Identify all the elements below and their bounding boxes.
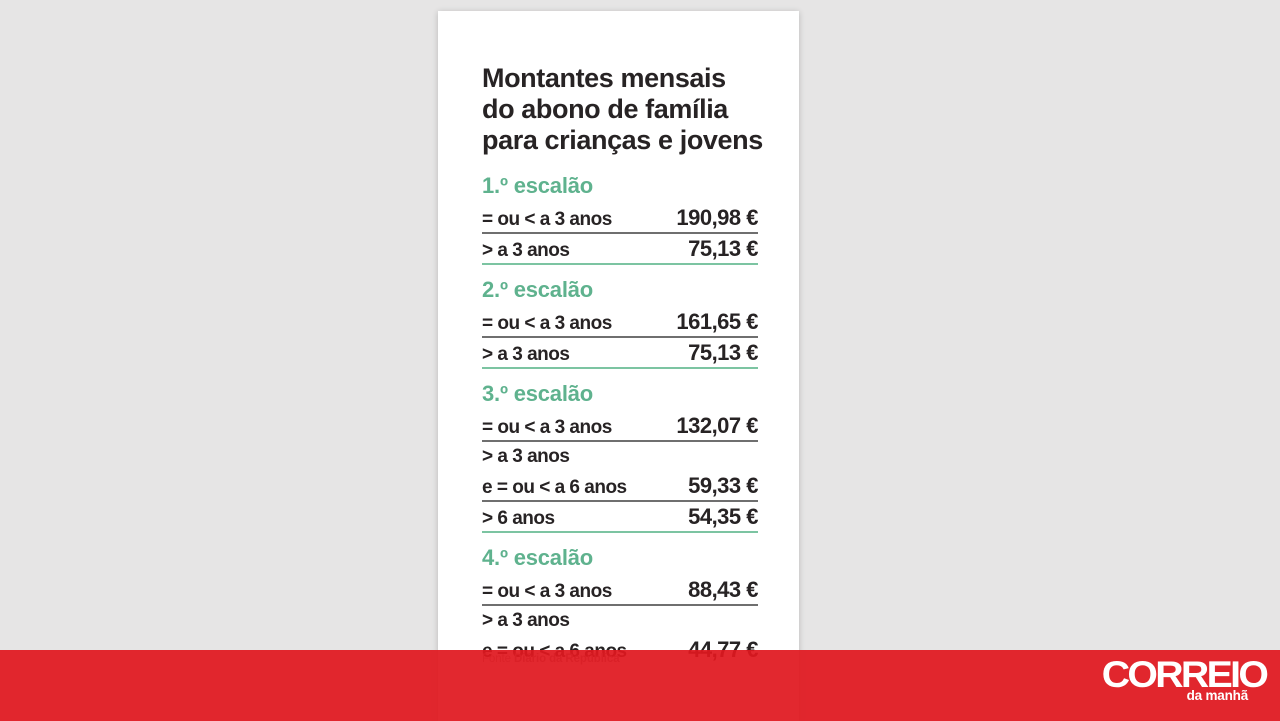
age-bracket-label: = ou < a 3 anos [482,209,612,230]
escalao-header: 1.º escalão [482,173,594,198]
age-bracket-label: > a 3 anos [482,344,570,365]
amount-value: 161,65 € [676,309,758,334]
amount-value: 54,35 € [688,504,758,529]
title-line: do abono de família [482,94,728,124]
amount-value: 75,13 € [688,340,758,365]
age-bracket-label: e = ou < a 6 anos [482,477,627,498]
correio-logo-subtitle: da manhã [1186,688,1249,703]
amount-row: > a 3 anos [482,606,758,635]
age-bracket-label: = ou < a 3 anos [482,313,612,334]
title-line: para crianças e jovens [482,125,763,155]
amount-value: 59,33 € [688,473,758,498]
infographic-title: Montantes mensais do abono de família para… [482,63,763,156]
age-bracket-label: > a 3 anos [482,446,570,467]
correio-logo-wordmark: CORREIO [1101,654,1269,695]
amount-row: = ou < a 3 anos 132,07 € [482,411,758,442]
amount-row: e = ou < a 6 anos 59,33 € [482,471,758,502]
footer-bar: CORREIO da manhã [0,650,1280,721]
escalao-group-4: 4.º escalão = ou < a 3 anos 88,43 € > a 3 a… [482,546,758,666]
amount-row: > a 3 anos 75,13 € [482,234,758,265]
escalao-group-1: 1.º escalão = ou < a 3 anos 190,98 € > a 3 … [482,174,758,265]
title-line: Montantes mensais [482,63,726,93]
infographic-card: Montantes mensais do abono de família para… [438,11,799,721]
amount-row: = ou < a 3 anos 190,98 € [482,203,758,234]
escalao-header: 3.º escalão [482,381,594,406]
amount-row: = ou < a 3 anos 161,65 € [482,307,758,338]
amount-row: = ou < a 3 anos 88,43 € [482,575,758,606]
escalao-header: 4.º escalão [482,545,594,570]
age-bracket-label: = ou < a 3 anos [482,581,612,602]
age-bracket-label: > a 3 anos [482,610,570,631]
amount-value: 88,43 € [688,577,758,602]
escalao-group-2: 2.º escalão = ou < a 3 anos 161,65 € > a 3 … [482,278,758,369]
amount-row: > a 3 anos [482,442,758,471]
escalao-groups: 1.º escalão = ou < a 3 anos 190,98 € > a 3 … [482,174,758,679]
amount-row: > 6 anos 54,35 € [482,502,758,533]
amount-value: 75,13 € [688,236,758,261]
age-bracket-label: > 6 anos [482,508,555,529]
age-bracket-label: = ou < a 3 anos [482,417,612,438]
amount-row: > a 3 anos 75,13 € [482,338,758,369]
amount-value: 190,98 € [676,205,758,230]
escalao-group-3: 3.º escalão = ou < a 3 anos 132,07 € > a 3 … [482,382,758,533]
escalao-header: 2.º escalão [482,277,594,302]
correio-da-manha-logo[interactable]: CORREIO da manhã [1102,655,1269,703]
amount-value: 132,07 € [676,413,758,438]
age-bracket-label: > a 3 anos [482,240,570,261]
